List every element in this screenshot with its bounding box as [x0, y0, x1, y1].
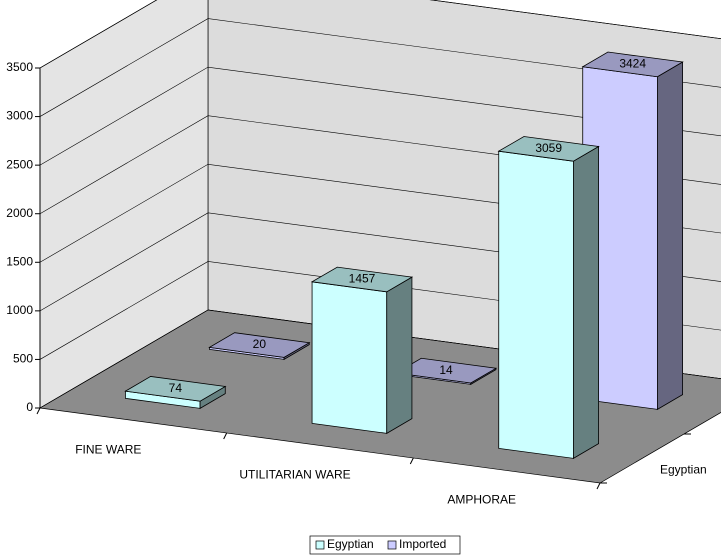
- bar-side: [573, 145, 599, 460]
- y-tick-label: 500: [13, 352, 33, 366]
- x-tick: [596, 482, 601, 490]
- x-tick-label: AMPHORAE: [447, 493, 516, 507]
- legend-swatch: [387, 540, 397, 550]
- bar-top: [310, 266, 414, 293]
- value-label: 3424: [619, 57, 646, 71]
- x-tick-label: FINE WARE: [75, 443, 141, 457]
- y-tick-label: 3500: [6, 60, 33, 74]
- bar-top: [394, 357, 498, 384]
- legend-box: [309, 535, 461, 555]
- value-label: 20: [253, 337, 267, 351]
- grid-line: [39, 18, 721, 117]
- bar-top: [124, 376, 227, 402]
- value-label: 3059: [535, 141, 562, 155]
- x-tick: [36, 407, 41, 415]
- y-tick-label: 1000: [6, 303, 33, 317]
- y-tick-label: 1500: [6, 254, 33, 268]
- x-tick: [223, 432, 228, 440]
- y-tick-label: 3000: [6, 109, 33, 123]
- bar-top: [581, 51, 684, 78]
- x-tick: [409, 457, 414, 465]
- bar-front: [498, 150, 574, 459]
- bar-side: [657, 61, 683, 411]
- bar-front: [311, 281, 388, 434]
- value-label: 1457: [349, 272, 376, 286]
- bar-side: [386, 276, 413, 435]
- y-tick-label: 2000: [6, 206, 33, 220]
- bar-top: [497, 136, 600, 162]
- x-tick-label: UTILITARIAN WARE: [239, 468, 350, 482]
- y-tick-label: 0: [26, 400, 33, 414]
- legend-label: Imported: [399, 537, 446, 551]
- value-label: 74: [169, 381, 183, 395]
- depth-label: Egyptian: [660, 463, 707, 477]
- bar-top: [208, 332, 311, 358]
- grid-line: [39, 0, 721, 69]
- legend-swatch: [315, 540, 325, 550]
- value-label: 14: [439, 363, 453, 377]
- legend-label: Egyptian: [327, 537, 374, 551]
- y-tick-label: 2500: [6, 157, 33, 171]
- grid-line: [39, 66, 721, 166]
